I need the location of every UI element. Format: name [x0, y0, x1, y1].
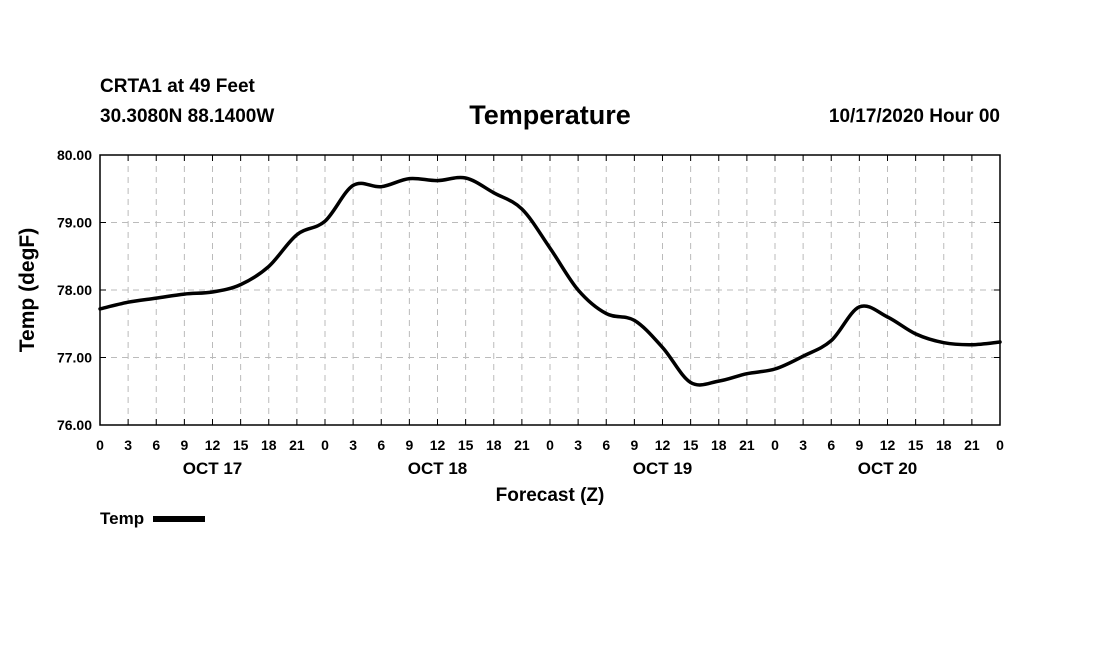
x-tick-label: 6	[152, 437, 160, 453]
x-tick-label: 3	[574, 437, 582, 453]
day-label: OCT 18	[408, 459, 468, 478]
y-tick-label: 80.00	[57, 147, 92, 163]
day-label: OCT 20	[858, 459, 918, 478]
y-tick-label: 76.00	[57, 417, 92, 433]
x-tick-label: 18	[486, 437, 502, 453]
x-tick-label: 3	[799, 437, 807, 453]
x-tick-label: 0	[771, 437, 779, 453]
legend-swatch	[153, 516, 206, 522]
y-tick-label: 78.00	[57, 282, 92, 298]
x-tick-label: 0	[996, 437, 1004, 453]
x-tick-label: 21	[739, 437, 755, 453]
x-tick-label: 21	[964, 437, 980, 453]
x-tick-label: 0	[96, 437, 104, 453]
legend-label: Temp	[100, 509, 145, 528]
day-label: OCT 17	[183, 459, 243, 478]
station-label: CRTA1 at 49 Feet	[100, 76, 255, 97]
x-tick-label: 12	[205, 437, 221, 453]
x-tick-label: 9	[855, 437, 863, 453]
x-tick-label: 9	[180, 437, 188, 453]
x-tick-label: 0	[546, 437, 554, 453]
chart-title: Temperature	[469, 100, 631, 130]
x-tick-label: 15	[908, 437, 924, 453]
x-tick-label: 15	[458, 437, 474, 453]
x-tick-label: 18	[711, 437, 727, 453]
series-line-temp	[98, 175, 1002, 387]
x-tick-label: 6	[827, 437, 835, 453]
x-tick-label: 18	[936, 437, 952, 453]
x-axis-label: Forecast (Z)	[496, 485, 605, 506]
x-tick-label: 9	[630, 437, 638, 453]
y-tick-label: 79.00	[57, 215, 92, 231]
x-tick-label: 21	[514, 437, 530, 453]
x-tick-label: 6	[602, 437, 610, 453]
y-tick-label: 77.00	[57, 350, 92, 366]
x-tick-label: 21	[289, 437, 305, 453]
x-tick-label: 6	[377, 437, 385, 453]
x-tick-label: 12	[880, 437, 896, 453]
x-tick-label: 15	[683, 437, 699, 453]
day-label: OCT 19	[633, 459, 693, 478]
x-tick-label: 3	[124, 437, 132, 453]
y-axis-label: Temp (degF)	[16, 228, 39, 352]
coordinates-label: 30.3080N 88.1400W	[100, 106, 275, 127]
run-time-label: 10/17/2020 Hour 00	[828, 106, 1000, 127]
x-tick-label: 15	[233, 437, 249, 453]
x-tick-label: 9	[405, 437, 413, 453]
x-tick-label: 12	[655, 437, 671, 453]
legend: Temp	[100, 509, 206, 529]
x-tick-label: 0	[321, 437, 329, 453]
x-tick-label: 18	[261, 437, 277, 453]
x-tick-label: 12	[430, 437, 446, 453]
x-tick-label: 3	[349, 437, 357, 453]
